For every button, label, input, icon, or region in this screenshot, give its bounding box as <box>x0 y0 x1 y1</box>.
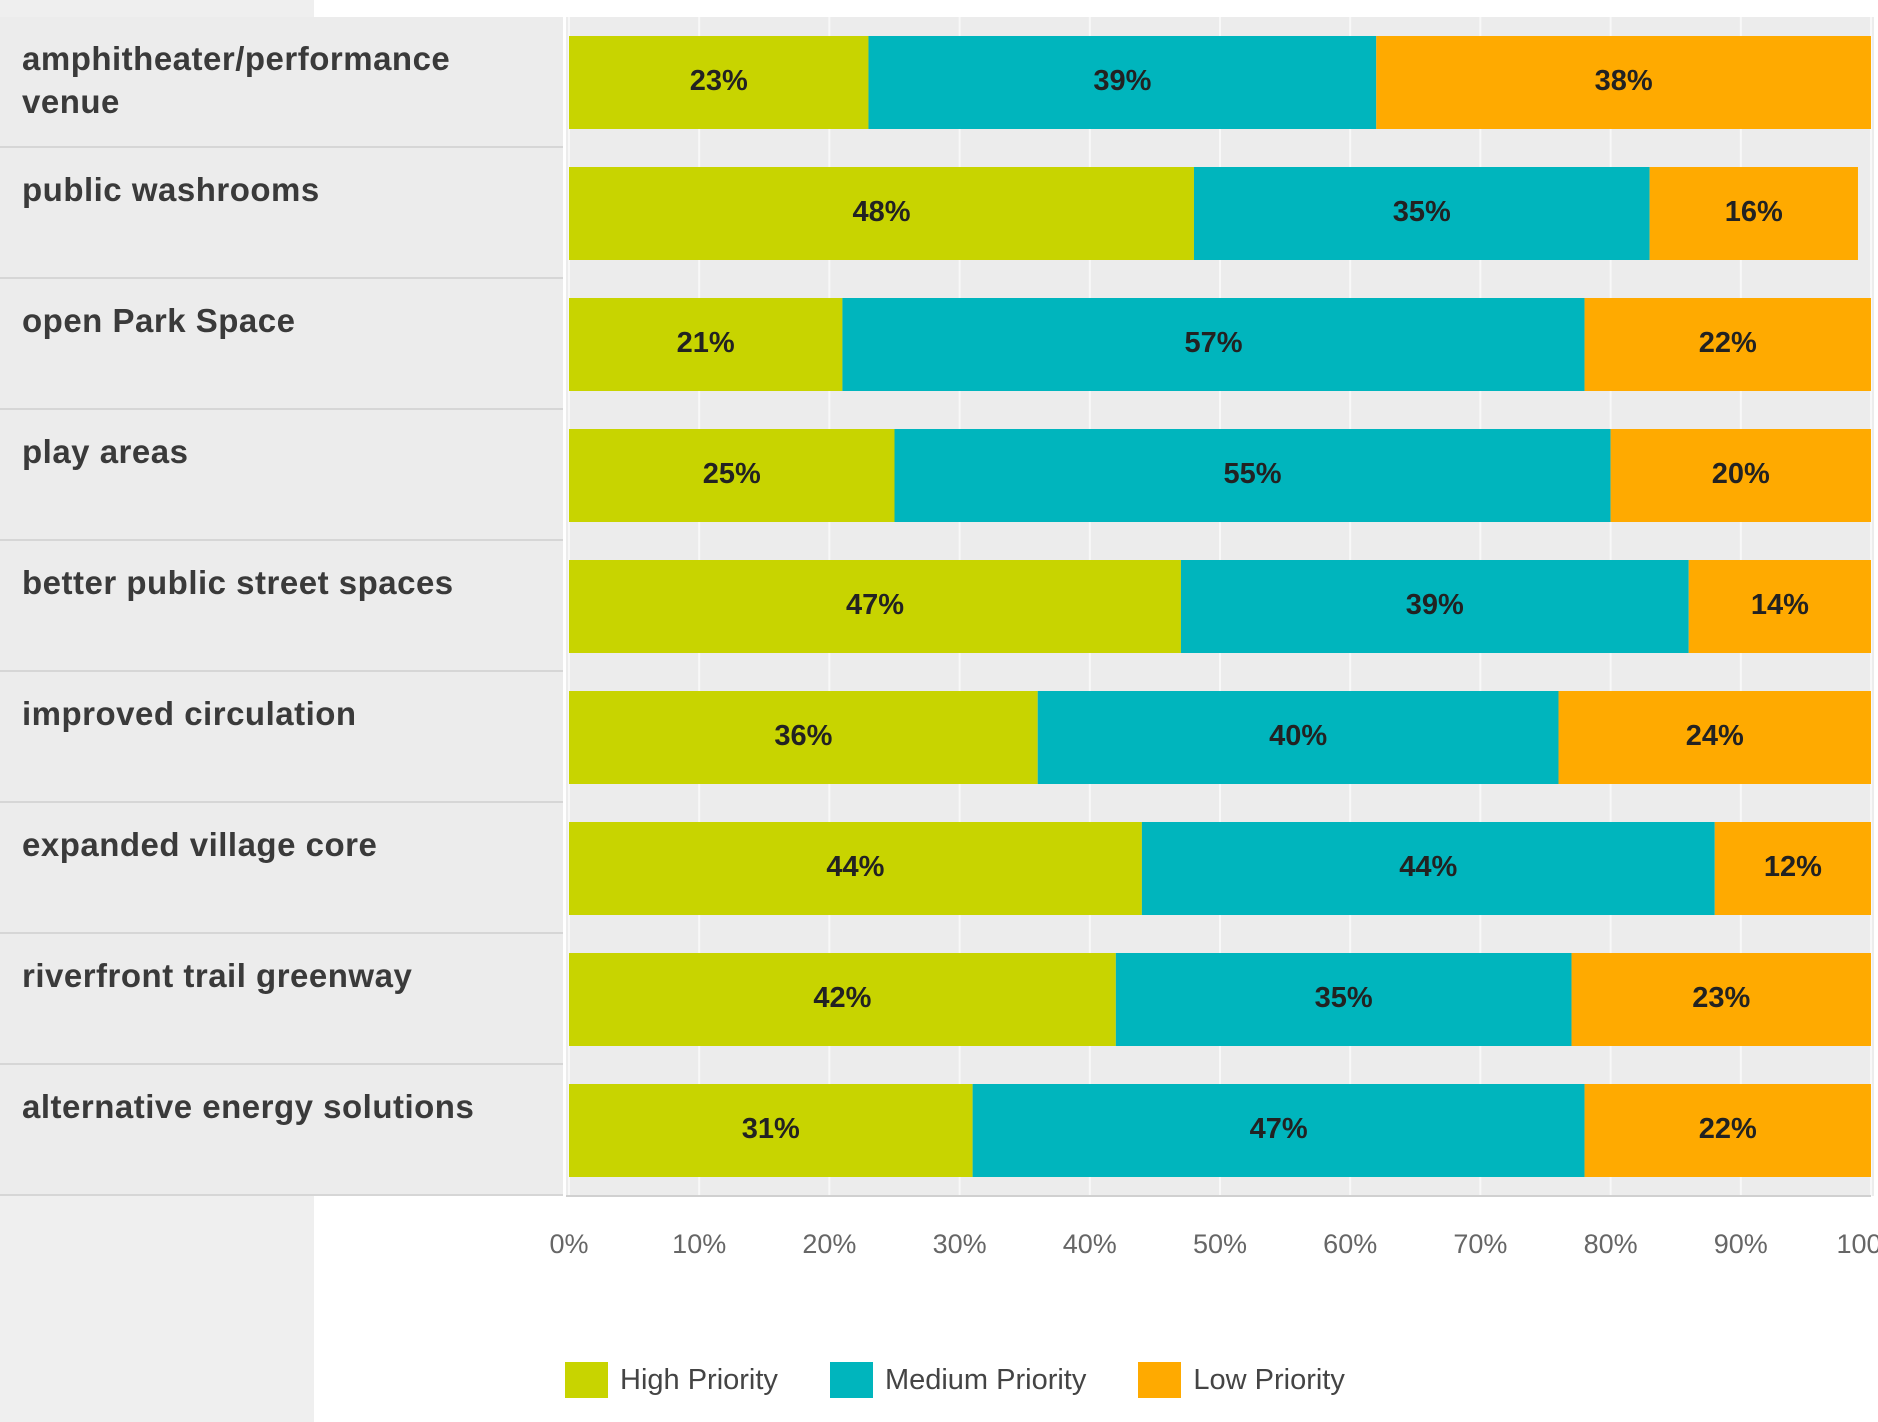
data-label: 24% <box>1686 720 1744 752</box>
data-label: 35% <box>1315 982 1373 1014</box>
data-label: 40% <box>1269 720 1327 752</box>
bar-segment <box>1688 560 1871 653</box>
data-label: 47% <box>1250 1113 1308 1145</box>
data-label: 14% <box>1751 589 1809 621</box>
legend-label: High Priority <box>620 1363 778 1396</box>
x-tick-label: 10% <box>672 1229 726 1259</box>
category-row: riverfront trail greenway <box>0 934 563 1065</box>
x-tick-label: 0% <box>549 1229 588 1259</box>
bar-segment <box>1584 298 1871 391</box>
legend-item: Low Priority <box>1138 1362 1345 1398</box>
category-label: amphitheater/performance venue <box>22 40 451 120</box>
data-label: 39% <box>1406 589 1464 621</box>
bar-segment <box>569 167 1194 260</box>
data-label: 36% <box>774 720 832 752</box>
legend-swatch <box>829 1362 873 1398</box>
category-row: expanded village core <box>0 803 563 934</box>
x-tick-label: 60% <box>1323 1229 1377 1259</box>
category-label: open Park Space <box>22 302 296 339</box>
x-tick-label: 20% <box>802 1229 856 1259</box>
x-tick-label: 50% <box>1193 1229 1247 1259</box>
data-label: 23% <box>690 65 748 97</box>
category-row: amphitheater/performance venue <box>0 17 563 148</box>
data-label: 42% <box>813 982 871 1014</box>
bar-segment <box>1571 953 1871 1046</box>
bar-segment <box>569 1084 973 1177</box>
data-label: 25% <box>703 458 761 490</box>
category-label: riverfront trail greenway <box>22 957 413 994</box>
legend-item: Medium Priority <box>829 1362 1087 1398</box>
category-label: public washrooms <box>22 171 320 208</box>
data-label: 39% <box>1093 65 1151 97</box>
data-label: 57% <box>1184 327 1242 359</box>
data-label: 47% <box>846 589 904 621</box>
bar-segment <box>569 36 869 129</box>
bar-segment <box>1037 691 1559 784</box>
data-label: 35% <box>1393 196 1451 228</box>
category-label: play areas <box>22 433 189 470</box>
data-label: 31% <box>742 1113 800 1145</box>
bar-segment <box>569 691 1038 784</box>
legend: High Priority Medium Priority Low Priority <box>565 1362 1345 1398</box>
bar-segment <box>1584 1084 1871 1177</box>
category-row: public washrooms <box>0 148 563 279</box>
category-row: open Park Space <box>0 279 563 410</box>
bar-segment <box>1376 36 1871 129</box>
x-tick-label: 30% <box>933 1229 987 1259</box>
x-tick-label: 90% <box>1714 1229 1768 1259</box>
legend-label: Medium Priority <box>884 1363 1087 1396</box>
bar-segment <box>1180 560 1689 653</box>
data-label: 16% <box>1725 196 1783 228</box>
legend-label: Low Priority <box>1193 1363 1345 1396</box>
data-label: 55% <box>1224 458 1282 490</box>
category-label: expanded village core <box>22 826 378 863</box>
bar-segment <box>1141 822 1715 915</box>
data-label: 38% <box>1595 65 1653 97</box>
bar-segment <box>569 560 1181 653</box>
legend-swatch <box>1138 1362 1182 1398</box>
category-label: alternative energy solutions <box>22 1088 475 1125</box>
bar-segment <box>894 429 1611 522</box>
bar-segment <box>1714 822 1871 915</box>
data-label: 23% <box>1692 982 1750 1014</box>
data-label: 12% <box>1764 851 1822 883</box>
data-label: 20% <box>1712 458 1770 490</box>
data-label: 44% <box>826 851 884 883</box>
bar-segment <box>569 429 895 522</box>
category-row: play areas <box>0 410 563 541</box>
bar-segment <box>569 822 1142 915</box>
category-panel: amphitheater/performance venue public was… <box>0 17 563 1196</box>
x-tick-label: 70% <box>1453 1229 1507 1259</box>
bar-segment <box>1558 691 1871 784</box>
category-row: better public street spaces <box>0 541 563 672</box>
category-row: improved circulation <box>0 672 563 803</box>
data-label: 22% <box>1699 1113 1757 1145</box>
data-label: 22% <box>1699 327 1757 359</box>
data-label: 44% <box>1399 851 1457 883</box>
bar-segment <box>1610 429 1871 522</box>
x-tick-label: 100% <box>1836 1229 1878 1259</box>
category-row: alternative energy solutions <box>0 1065 563 1196</box>
bar-segment <box>1193 167 1650 260</box>
bar-segment <box>842 298 1585 391</box>
bar-segment <box>569 298 843 391</box>
category-label: improved circulation <box>22 695 357 732</box>
category-label: better public street spaces <box>22 564 454 601</box>
legend-item: High Priority <box>565 1362 778 1398</box>
x-tick-label: 80% <box>1584 1229 1638 1259</box>
bar-segment <box>972 1084 1585 1177</box>
bar-segment <box>868 36 1377 129</box>
data-label: 48% <box>852 196 910 228</box>
data-label: 21% <box>677 327 735 359</box>
bar-segment <box>569 953 1116 1046</box>
bar-segment <box>1115 953 1572 1046</box>
legend-swatch <box>565 1362 608 1398</box>
x-tick-label: 40% <box>1063 1229 1117 1259</box>
bar-segment <box>1649 167 1858 260</box>
